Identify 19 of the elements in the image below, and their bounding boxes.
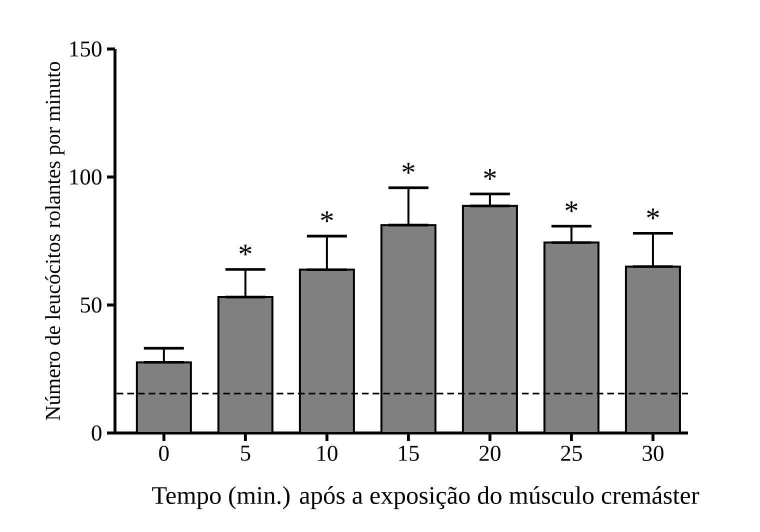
- annotation: *: [321, 211, 333, 222]
- x-tick-label: 20: [480, 446, 500, 462]
- x-axis-title: Tempo (min.) após a exposição do músculo cremáster: [152, 486, 700, 510]
- x-tick-label: 0: [159, 446, 169, 462]
- x-tick-label: 5: [241, 446, 250, 461]
- annotation: *: [240, 244, 252, 256]
- annotation: *: [484, 169, 496, 180]
- y-tick-label: 50: [80, 297, 102, 313]
- x-tick-label: 25: [561, 446, 582, 461]
- annotation: *: [566, 201, 578, 212]
- y-tick-label: 0: [92, 425, 102, 441]
- y-tick-label: 100: [70, 169, 102, 185]
- y-axis-title: Número de leucócitos rolantes por minuto: [45, 62, 64, 420]
- annotation: *: [402, 162, 414, 174]
- x-tick-label: 15: [399, 446, 419, 461]
- x-tick-label: 10: [318, 446, 338, 462]
- y-tick-label: 150: [70, 41, 102, 57]
- x-tick-label: 30: [642, 446, 664, 462]
- annotation: *: [647, 208, 659, 220]
